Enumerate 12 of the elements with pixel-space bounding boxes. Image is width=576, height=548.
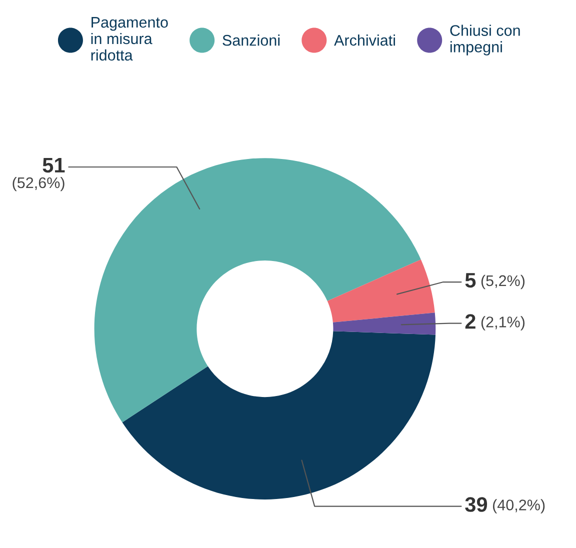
data-label: 39 (40,2%) [465,497,545,514]
legend-label: Chiusi con impegni [450,24,520,56]
data-label: 5 (5,2%) [465,273,525,290]
legend-label: Sanzioni [222,34,280,46]
legend-label: Archiviati [334,34,395,46]
data-label: 2 (2,1%) [465,314,525,330]
donut-slice [332,312,436,335]
legend-label: Pagamento in misura ridotta [91,17,168,61]
data-label: 51 (52,6%) [12,158,65,192]
donut-slice [327,259,435,322]
donut-slice [94,158,421,422]
donut-slice [122,331,436,500]
